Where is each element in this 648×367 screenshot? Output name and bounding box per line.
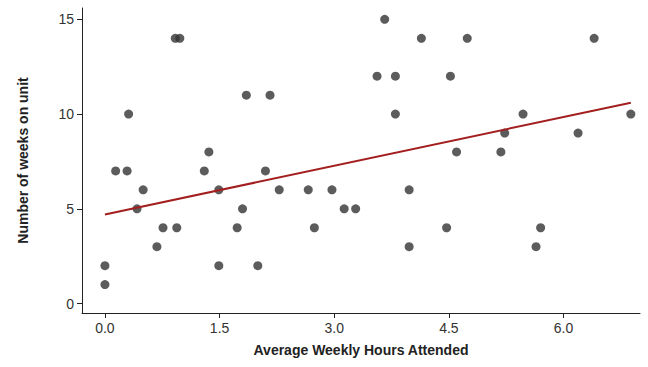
- svg-text:4.5: 4.5: [439, 320, 459, 336]
- svg-text:Average Weekly Hours Attended: Average Weekly Hours Attended: [254, 342, 469, 358]
- svg-text:1.5: 1.5: [210, 320, 230, 336]
- svg-text:3.0: 3.0: [325, 320, 345, 336]
- svg-text:15: 15: [58, 11, 74, 27]
- svg-text:0.0: 0.0: [95, 320, 115, 336]
- svg-text:0: 0: [66, 296, 74, 312]
- svg-text:Number of weeks on unit: Number of weeks on unit: [15, 77, 31, 244]
- svg-text:6.0: 6.0: [554, 320, 574, 336]
- svg-text:10: 10: [58, 106, 74, 122]
- svg-text:5: 5: [66, 201, 74, 217]
